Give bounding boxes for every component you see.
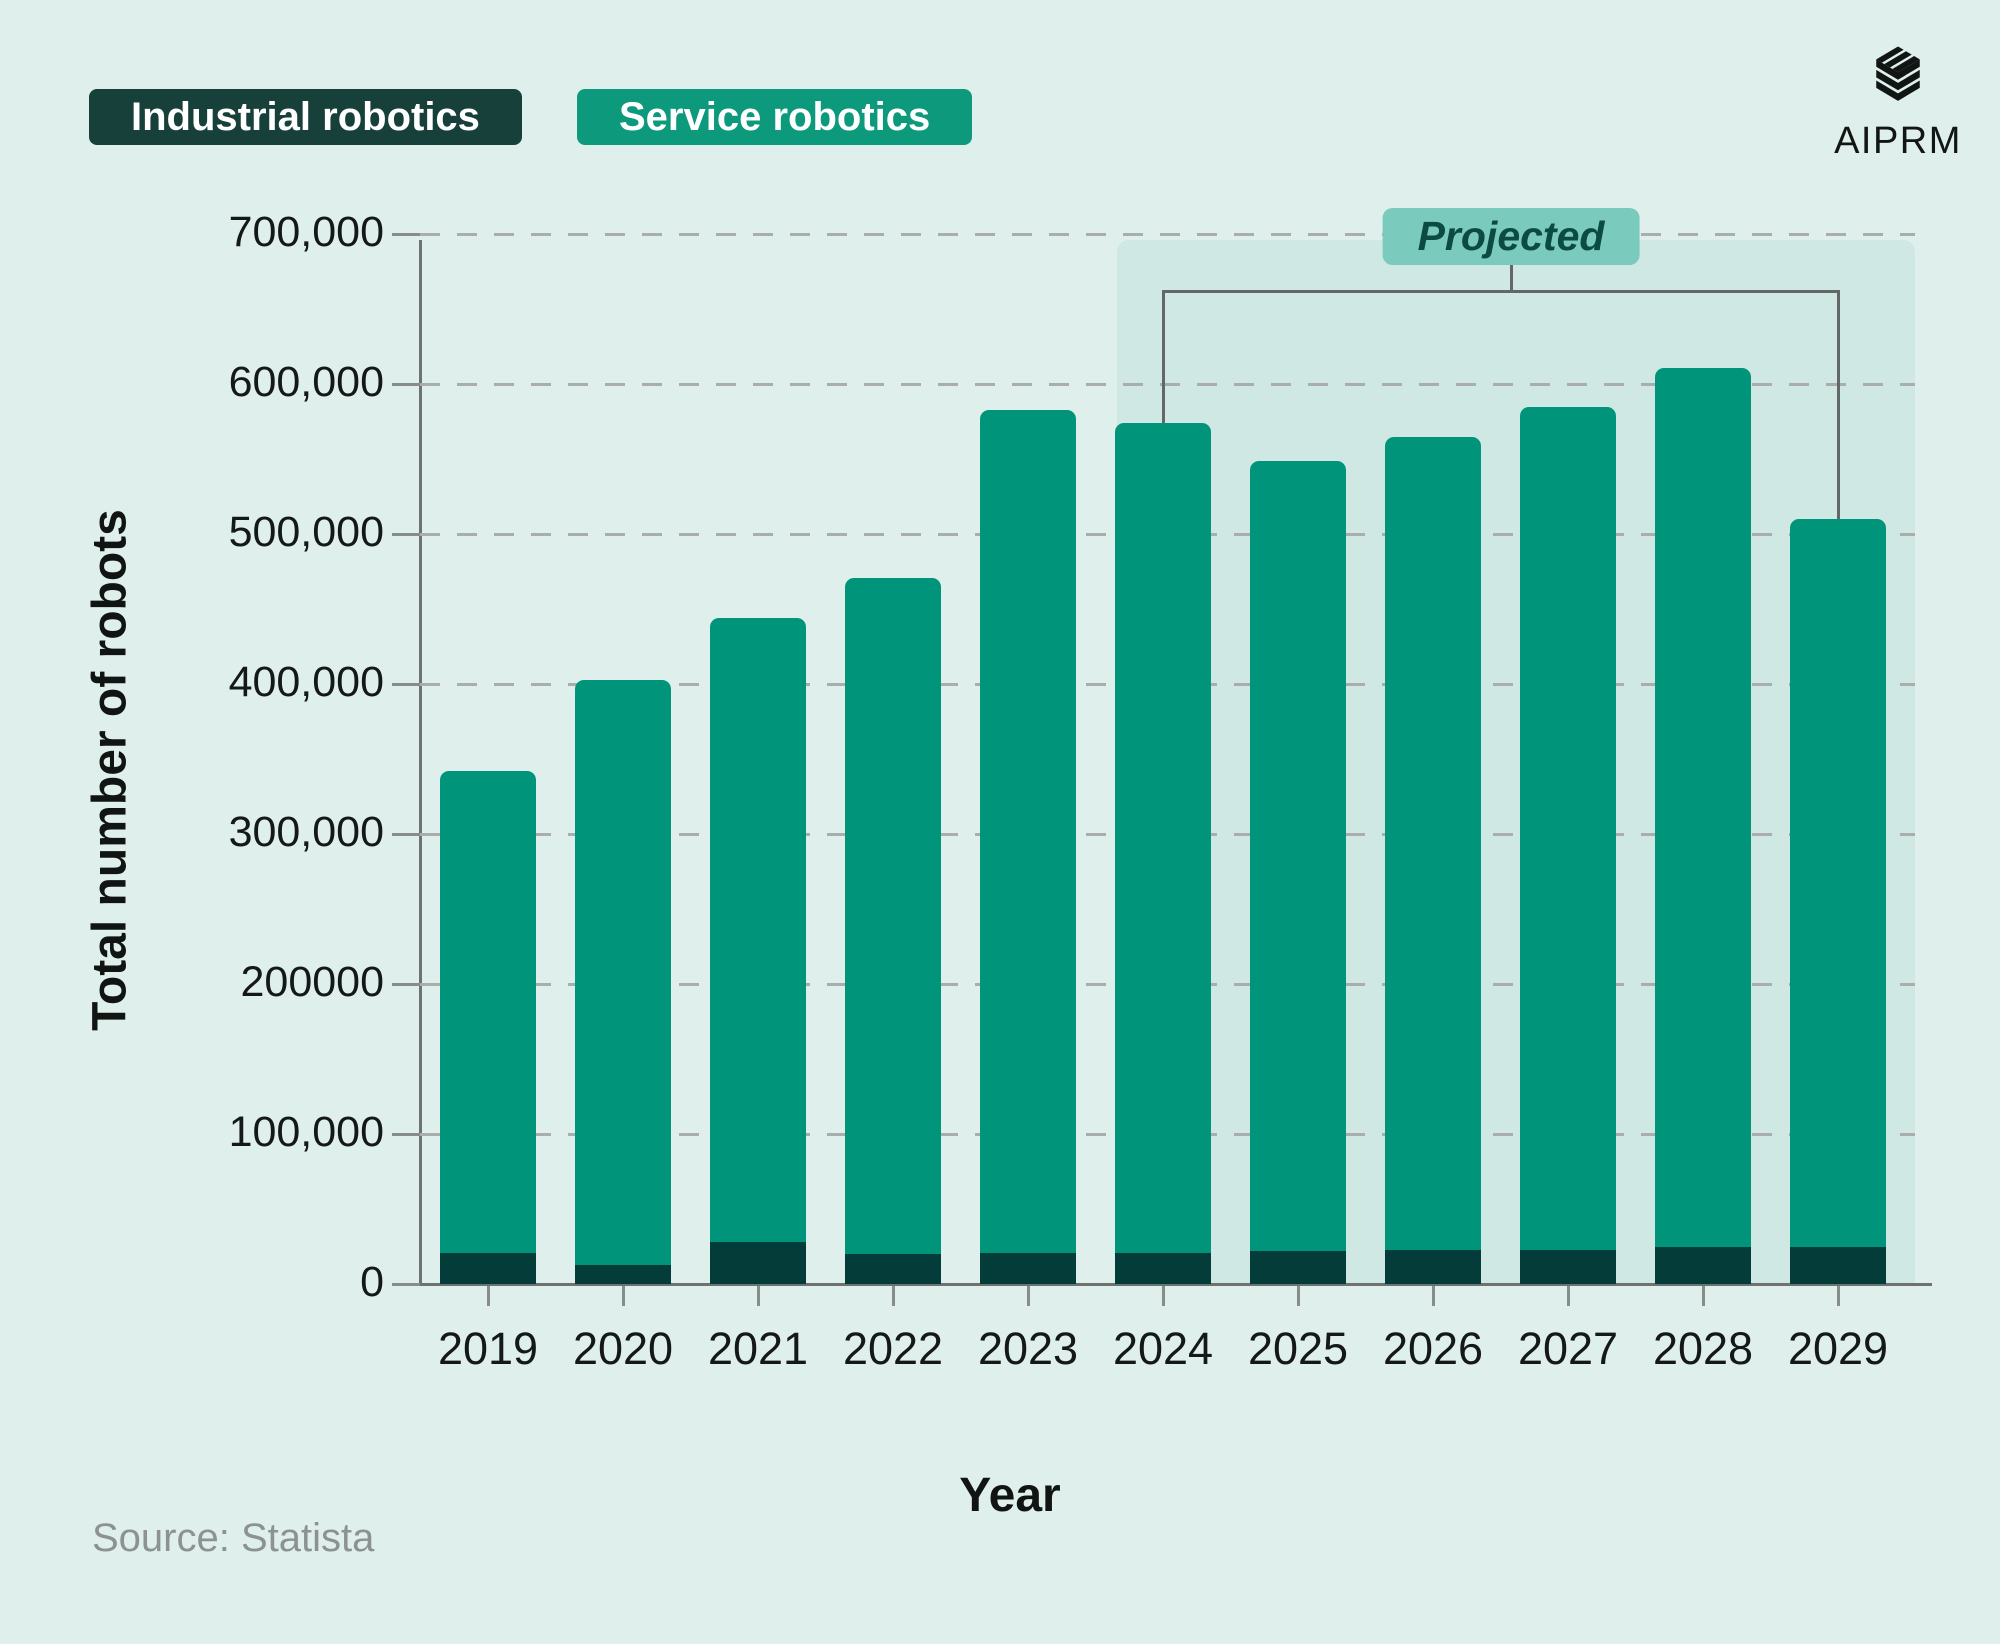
bar-2022-industrial bbox=[845, 1254, 941, 1284]
x-tick-label-2025: 2025 bbox=[1247, 1323, 1349, 1374]
x-tick-label-2024: 2024 bbox=[1112, 1323, 1214, 1374]
bar-2027-industrial bbox=[1520, 1249, 1616, 1284]
projected-badge: Projected bbox=[1382, 208, 1640, 265]
bar-2022-service bbox=[845, 577, 941, 1254]
x-tick-label-2027: 2027 bbox=[1517, 1323, 1619, 1374]
x-tick-label-2019: 2019 bbox=[437, 1323, 539, 1374]
x-tick-label-2029: 2029 bbox=[1787, 1323, 1889, 1374]
bar-2021-service bbox=[710, 618, 806, 1242]
x-tick-label-2021: 2021 bbox=[707, 1323, 809, 1374]
x-tick-2026 bbox=[1431, 1286, 1435, 1306]
projected-badge-label: Projected bbox=[1417, 213, 1605, 259]
bar-2023-industrial bbox=[980, 1252, 1076, 1284]
legend-item-industrial-robotics: Industrial robotics bbox=[89, 89, 522, 145]
x-axis-line bbox=[404, 1283, 1932, 1286]
source-note: Source: Statista bbox=[92, 1516, 375, 1560]
gridline-700,000 bbox=[420, 232, 1915, 236]
x-tick-2021 bbox=[756, 1286, 760, 1306]
x-tick-2023 bbox=[1026, 1286, 1030, 1306]
bar-2023-service bbox=[980, 409, 1076, 1253]
y-tick-label: 500,000 bbox=[228, 508, 384, 556]
bracket-left-vertical bbox=[1161, 290, 1165, 423]
x-tick-2022 bbox=[891, 1286, 895, 1306]
gridline-600,000 bbox=[420, 382, 1915, 386]
y-tick-600,000 bbox=[392, 382, 420, 386]
legend-label-industrial: Industrial robotics bbox=[131, 95, 480, 139]
x-tick-label-2023: 2023 bbox=[977, 1323, 1079, 1374]
y-tick-label: 200000 bbox=[240, 958, 385, 1006]
bar-2026-industrial bbox=[1385, 1249, 1481, 1284]
bar-2029-industrial bbox=[1790, 1246, 1886, 1284]
y-tick-700,000 bbox=[392, 232, 420, 236]
x-axis-title: Year bbox=[959, 1469, 1061, 1522]
y-tick-label: 600,000 bbox=[228, 358, 384, 406]
bracket-right-vertical bbox=[1836, 290, 1840, 519]
bar-2024-service bbox=[1115, 423, 1211, 1253]
y-tick-400,000 bbox=[392, 682, 420, 686]
legend-label-service: Service robotics bbox=[619, 95, 931, 139]
aiprm-cube-icon bbox=[1876, 46, 1920, 101]
bar-2019-service bbox=[440, 771, 536, 1253]
x-tick-2024 bbox=[1161, 1286, 1165, 1306]
y-tick-500,000 bbox=[392, 532, 420, 536]
x-tick-2027 bbox=[1566, 1286, 1570, 1306]
brand-logo: AIPRM bbox=[1828, 34, 1968, 163]
x-tick-2029 bbox=[1836, 1286, 1840, 1306]
x-tick-2028 bbox=[1701, 1286, 1705, 1306]
x-tick-2019 bbox=[486, 1286, 490, 1306]
bracket-horizontal bbox=[1161, 290, 1840, 293]
bar-2026-service bbox=[1385, 436, 1481, 1250]
x-tick-label-2022: 2022 bbox=[842, 1323, 944, 1374]
bar-2020-service bbox=[575, 679, 671, 1265]
bar-2020-industrial bbox=[575, 1264, 671, 1284]
y-tick-label: 0 bbox=[360, 1258, 384, 1306]
x-tick-2025 bbox=[1296, 1286, 1300, 1306]
y-tick-300,000 bbox=[392, 832, 420, 836]
y-tick-label: 700,000 bbox=[228, 208, 384, 256]
bracket-stem bbox=[1509, 264, 1513, 290]
x-tick-label-2026: 2026 bbox=[1382, 1323, 1484, 1374]
x-tick-2020 bbox=[621, 1286, 625, 1306]
bar-2019-industrial bbox=[440, 1252, 536, 1284]
bar-2021-industrial bbox=[710, 1242, 806, 1284]
bar-2029-service bbox=[1790, 519, 1886, 1247]
x-tick-label-2020: 2020 bbox=[572, 1323, 674, 1374]
brand-name: AIPRM bbox=[1834, 120, 1962, 162]
bar-2024-industrial bbox=[1115, 1252, 1211, 1284]
y-tick-label: 100,000 bbox=[228, 1108, 384, 1156]
y-tick-label: 400,000 bbox=[228, 658, 384, 706]
bar-2027-service bbox=[1520, 406, 1616, 1250]
bar-2025-industrial bbox=[1250, 1251, 1346, 1284]
y-axis-line bbox=[419, 240, 422, 1286]
y-tick-100,000 bbox=[392, 1132, 420, 1136]
x-tick-label-2028: 2028 bbox=[1652, 1323, 1754, 1374]
legend-item-service-robotics: Service robotics bbox=[577, 89, 973, 145]
y-tick-label: 300,000 bbox=[228, 808, 384, 856]
bar-2025-service bbox=[1250, 460, 1346, 1251]
y-tick-200000 bbox=[392, 982, 420, 986]
bar-2028-industrial bbox=[1655, 1246, 1751, 1284]
bar-2028-service bbox=[1655, 367, 1751, 1247]
y-axis-title: Total number of robots bbox=[83, 509, 137, 1031]
y-tick-0 bbox=[392, 1282, 420, 1286]
